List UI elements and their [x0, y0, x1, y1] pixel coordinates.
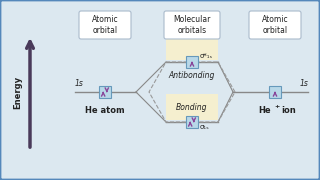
- FancyBboxPatch shape: [249, 11, 301, 39]
- Text: σ₁ₛ: σ₁ₛ: [200, 124, 210, 130]
- Text: +: +: [274, 104, 279, 109]
- FancyBboxPatch shape: [166, 29, 218, 60]
- FancyBboxPatch shape: [79, 11, 131, 39]
- Text: Molecular
orbitals: Molecular orbitals: [173, 15, 211, 35]
- Text: 1s: 1s: [299, 79, 308, 88]
- FancyBboxPatch shape: [269, 86, 281, 98]
- Text: Bonding: Bonding: [176, 102, 208, 111]
- FancyBboxPatch shape: [164, 11, 220, 39]
- Text: Atomic
orbital: Atomic orbital: [262, 15, 288, 35]
- Text: Antibonding: Antibonding: [169, 71, 215, 80]
- Text: Energy: Energy: [13, 75, 22, 109]
- FancyBboxPatch shape: [166, 94, 218, 120]
- FancyBboxPatch shape: [186, 116, 198, 128]
- FancyBboxPatch shape: [186, 56, 198, 68]
- Text: 1s: 1s: [75, 79, 84, 88]
- Text: σ*₁ₛ: σ*₁ₛ: [200, 53, 213, 59]
- Text: He atom: He atom: [85, 106, 125, 115]
- Text: He: He: [258, 106, 271, 115]
- Text: Atomic
orbital: Atomic orbital: [92, 15, 118, 35]
- Text: ion: ion: [281, 106, 296, 115]
- FancyBboxPatch shape: [99, 86, 111, 98]
